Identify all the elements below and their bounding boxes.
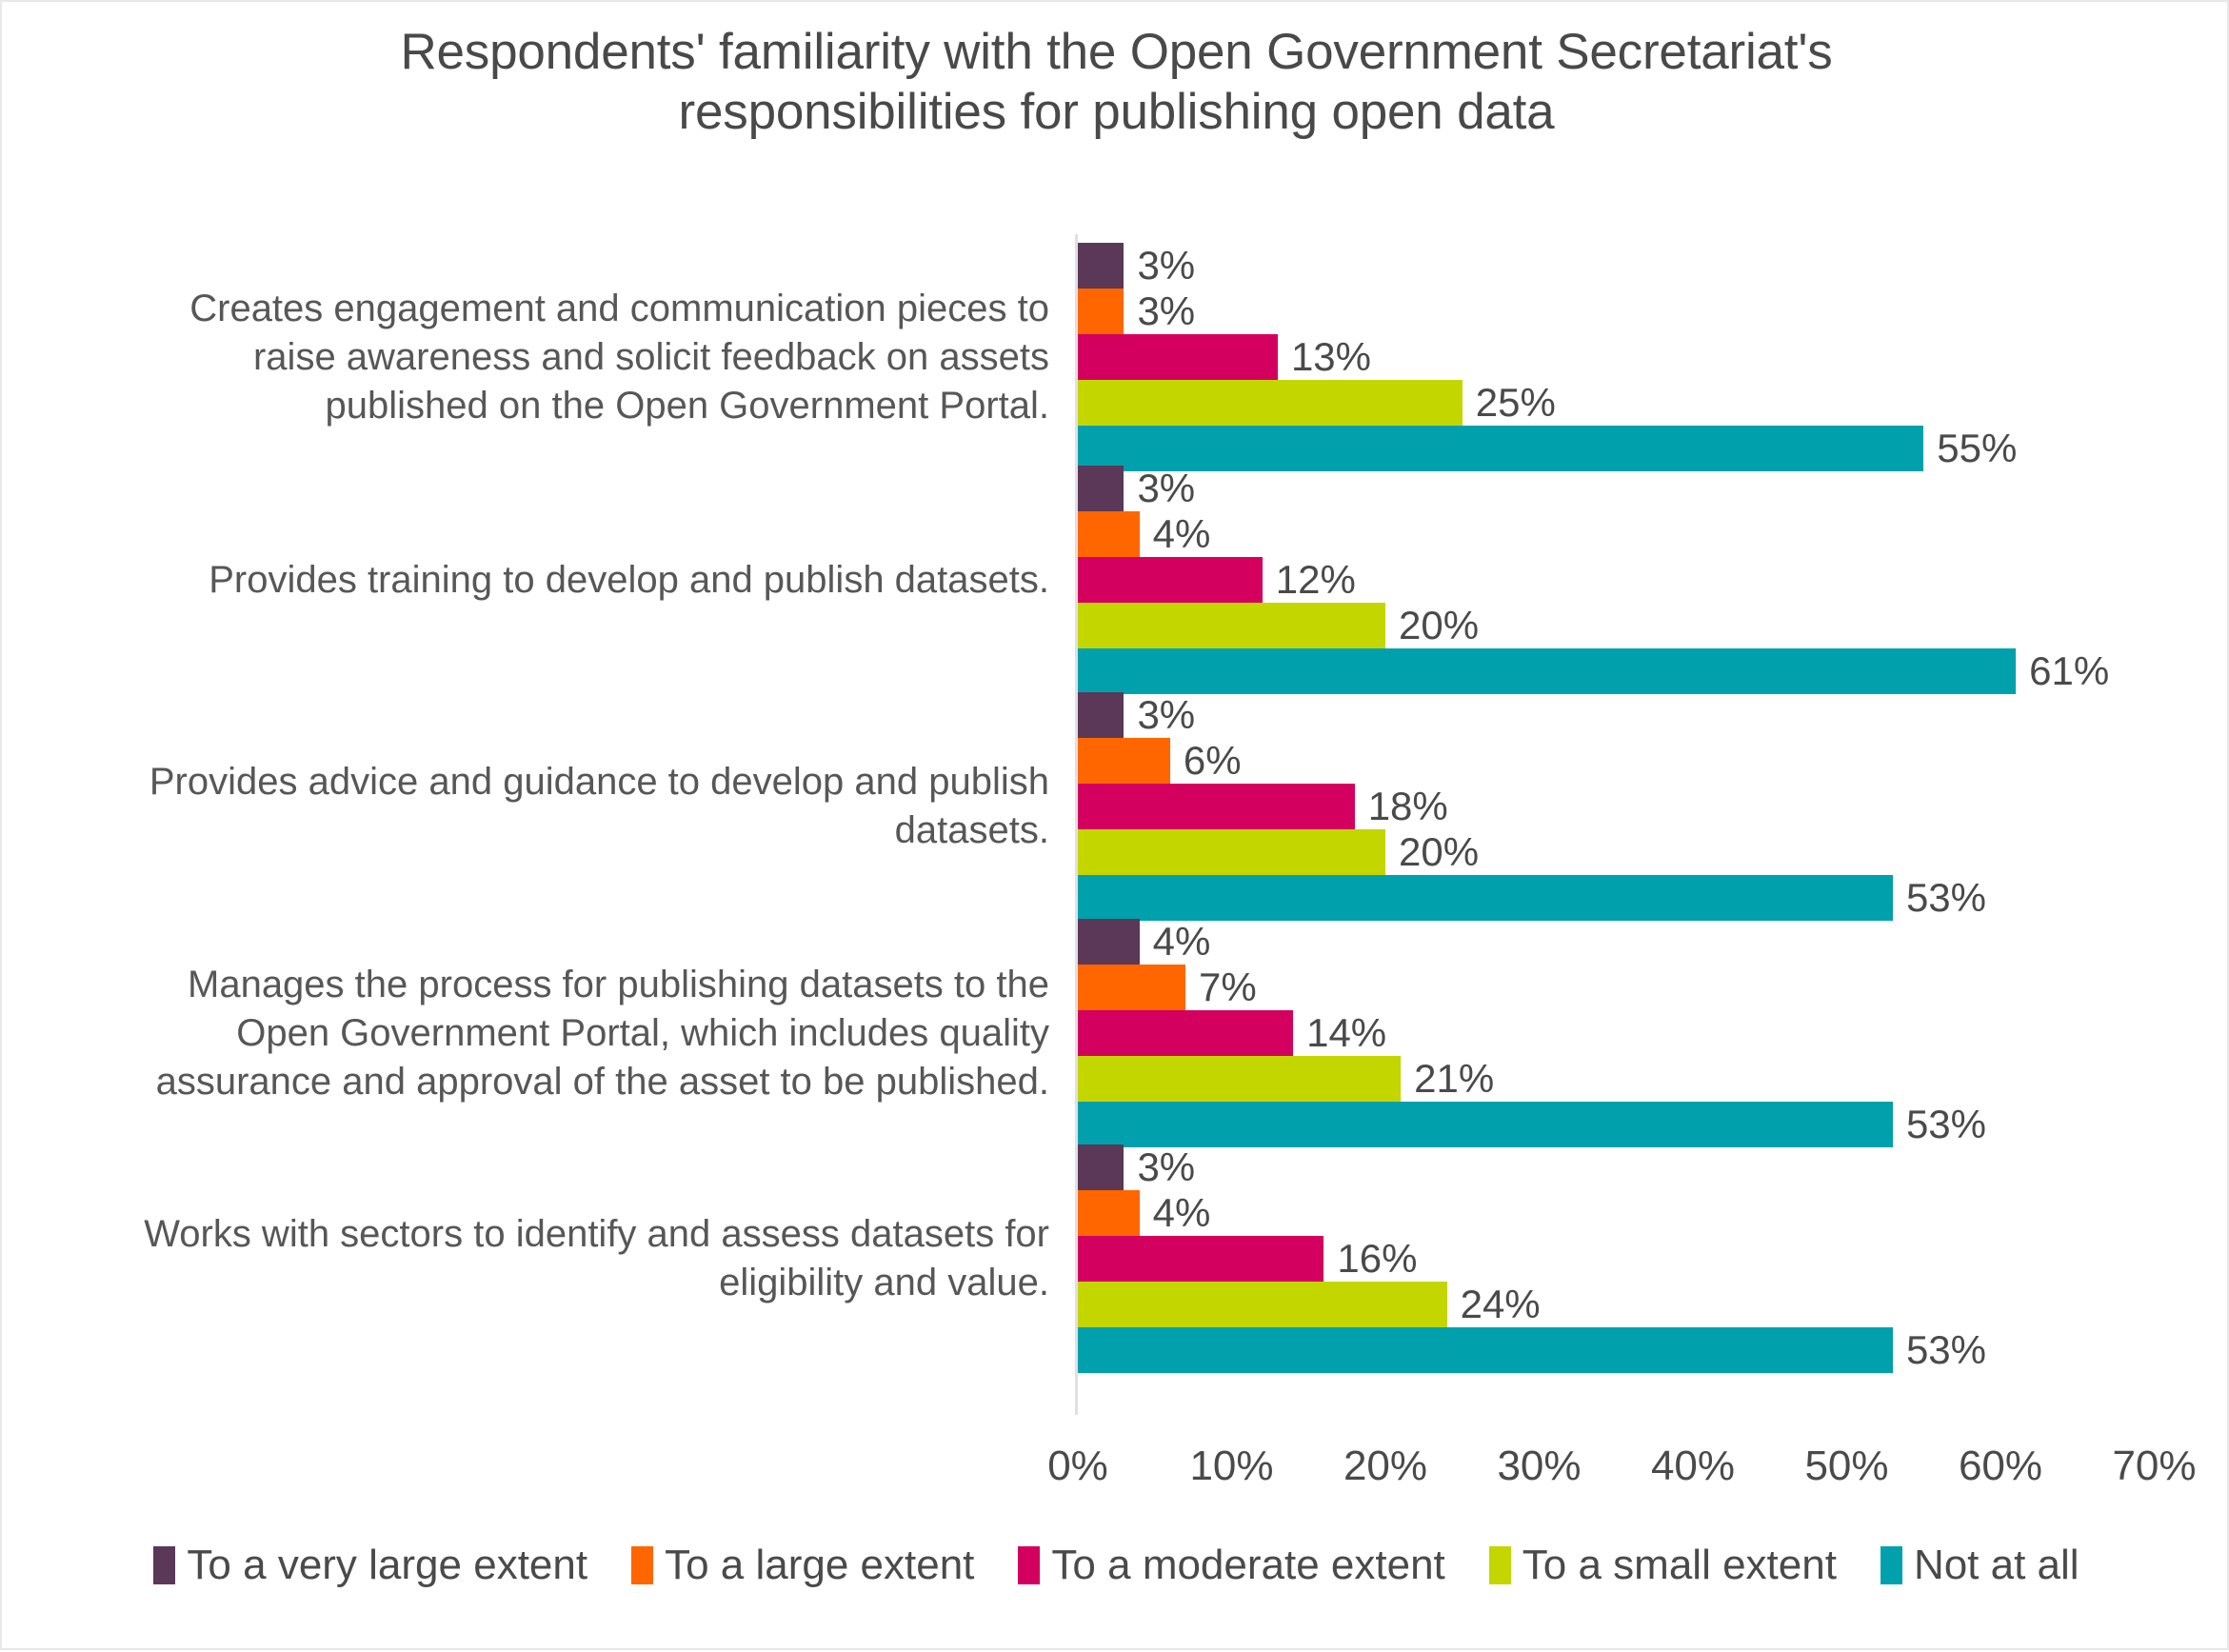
x-axis-tick-label: 30% xyxy=(1497,1443,1582,1489)
bar-value-label: 4% xyxy=(1152,919,1211,964)
bar[interactable] xyxy=(1078,511,1140,557)
legend-item[interactable]: To a moderate extent xyxy=(1018,1542,1445,1588)
legend-swatch-icon xyxy=(153,1546,176,1584)
bar-value-label: 4% xyxy=(1152,1190,1211,1235)
category-label: Manages the process for publishing datas… xyxy=(21,961,1049,1107)
x-axis-tick-label: 0% xyxy=(1047,1443,1108,1489)
bar[interactable] xyxy=(1078,829,1385,875)
bar-value-label: 3% xyxy=(1137,692,1196,737)
category-label-line: assurance and approval of the asset to b… xyxy=(155,1060,1049,1103)
bar[interactable] xyxy=(1078,1327,1893,1373)
category-label-line: Works with sectors to identify and asses… xyxy=(144,1213,1049,1255)
bar[interactable] xyxy=(1078,289,1124,334)
category-label-line: Provides training to develop and publish… xyxy=(209,558,1049,601)
category-label-line: datasets. xyxy=(894,809,1049,852)
bar-value-label: 3% xyxy=(1137,289,1196,333)
bar-value-label: 3% xyxy=(1137,466,1196,510)
x-axis-tick-label: 20% xyxy=(1343,1443,1428,1489)
bar[interactable] xyxy=(1078,965,1186,1010)
legend-label: To a moderate extent xyxy=(1051,1542,1445,1588)
category-label: Provides training to develop and publish… xyxy=(21,556,1049,605)
category-label-line: raise awareness and solicit feedback on … xyxy=(252,335,1049,378)
category-label-line: Manages the process for publishing datas… xyxy=(188,963,1049,1005)
legend-item[interactable]: Not at all xyxy=(1880,1542,2080,1588)
bar[interactable] xyxy=(1078,648,2017,694)
legend-swatch-icon xyxy=(1488,1546,1511,1584)
y-axis-line xyxy=(1075,234,1078,1415)
bar-value-label: 20% xyxy=(1399,603,1480,647)
bar-value-label: 55% xyxy=(1937,426,2018,470)
legend-label: To a small extent xyxy=(1522,1542,1837,1588)
bar-value-label: 53% xyxy=(1905,1102,1986,1146)
category-label: Creates engagement and communication pie… xyxy=(21,285,1049,431)
bar-value-label: 3% xyxy=(1137,1144,1196,1189)
legend-item[interactable]: To a very large extent xyxy=(153,1544,587,1586)
bar-value-label: 4% xyxy=(1152,511,1211,556)
legend-label: To a large extent xyxy=(665,1542,975,1588)
legend-swatch-icon xyxy=(631,1546,654,1584)
bar-value-label: 18% xyxy=(1367,784,1448,828)
category-label-line: Creates engagement and communication pie… xyxy=(189,287,1049,329)
bar-value-label: 61% xyxy=(2029,648,2110,693)
category-label-line: eligibility and value. xyxy=(719,1262,1049,1304)
bar[interactable] xyxy=(1078,466,1124,511)
chart-legend: To a very large extent To a large extent T… xyxy=(2,1544,2229,1586)
bar[interactable] xyxy=(1078,919,1140,965)
x-axis-tick-label: 50% xyxy=(1804,1443,1889,1489)
x-axis-tick-label: 60% xyxy=(1958,1443,2043,1489)
legend-item[interactable]: To a small extent xyxy=(1488,1542,1837,1588)
bar-value-label: 21% xyxy=(1414,1056,1495,1101)
chart-title: Respondents' familiarity with the Open G… xyxy=(2,23,2229,142)
bar-value-label: 53% xyxy=(1905,1327,1986,1372)
bar-value-label: 7% xyxy=(1199,965,1257,1009)
bar[interactable] xyxy=(1078,603,1385,648)
bar[interactable] xyxy=(1078,692,1124,738)
bar[interactable] xyxy=(1078,875,1893,921)
bar[interactable] xyxy=(1078,1056,1402,1102)
legend-swatch-icon xyxy=(1018,1546,1041,1584)
bar-value-label: 6% xyxy=(1183,738,1242,783)
x-axis-tick-label: 70% xyxy=(2112,1443,2197,1489)
legend-label: Not at all xyxy=(1913,1542,2080,1588)
category-label-line: published on the Open Government Portal. xyxy=(325,384,1049,427)
bar[interactable] xyxy=(1078,243,1124,289)
legend-swatch-icon xyxy=(1880,1546,1902,1584)
chart-title-line-1: Respondents' familiarity with the Open G… xyxy=(400,24,1833,80)
bar[interactable] xyxy=(1078,1236,1324,1282)
bar[interactable] xyxy=(1078,426,1924,471)
bar[interactable] xyxy=(1078,784,1355,829)
bar-value-label: 53% xyxy=(1905,875,1986,920)
bar[interactable] xyxy=(1078,1282,1447,1327)
bar-value-label: 14% xyxy=(1306,1010,1387,1055)
bar-value-label: 25% xyxy=(1475,380,1556,425)
category-label: Provides advice and guidance to develop … xyxy=(21,758,1049,855)
legend-item[interactable]: To a large extent xyxy=(631,1544,974,1586)
x-axis: 0% 10% 20% 30% 40% 50% 60% 70% xyxy=(2,1443,2229,1500)
legend-label: To a very large extent xyxy=(187,1542,588,1588)
bar-value-label: 16% xyxy=(1337,1236,1418,1281)
category-label-line: Open Government Portal, which includes q… xyxy=(236,1011,1049,1054)
category-label-line: Provides advice and guidance to develop … xyxy=(149,761,1049,803)
bar[interactable] xyxy=(1078,334,1278,380)
x-axis-tick-label: 10% xyxy=(1189,1443,1274,1489)
category-label: Works with sectors to identify and asses… xyxy=(21,1210,1049,1307)
bar-value-label: 3% xyxy=(1137,243,1196,288)
bar-value-label: 20% xyxy=(1399,829,1480,874)
bar-value-label: 13% xyxy=(1290,334,1371,379)
bar-value-label: 24% xyxy=(1460,1282,1541,1326)
bar-value-label: 12% xyxy=(1275,557,1356,602)
bar[interactable] xyxy=(1078,557,1263,603)
bar[interactable] xyxy=(1078,738,1170,784)
bar[interactable] xyxy=(1078,1144,1124,1190)
bar[interactable] xyxy=(1078,1010,1294,1056)
bar[interactable] xyxy=(1078,380,1463,426)
bar[interactable] xyxy=(1078,1102,1893,1147)
x-axis-tick-label: 40% xyxy=(1650,1443,1736,1489)
chart-title-line-2: responsibilities for publishing open dat… xyxy=(678,83,1555,140)
bar[interactable] xyxy=(1078,1190,1140,1236)
